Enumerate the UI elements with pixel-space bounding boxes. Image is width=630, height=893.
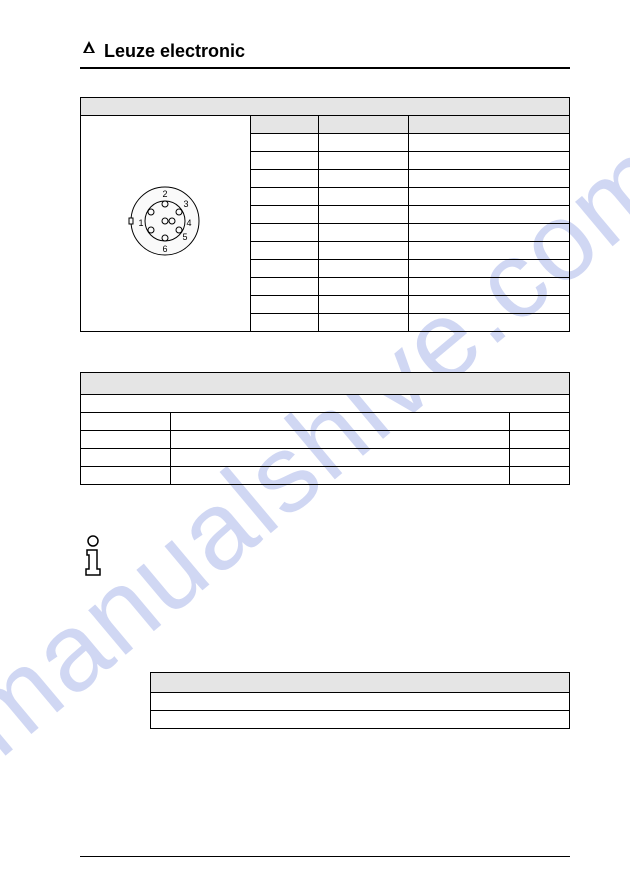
table-1: 2 3 4 5 6 1 [80, 97, 570, 332]
table-row [81, 395, 570, 413]
footer-divider [80, 856, 570, 857]
table-1-title [81, 98, 570, 116]
table-3-wrap [150, 672, 570, 729]
pin-2: 2 [162, 189, 167, 199]
table-row [81, 413, 570, 431]
table-1-wrap: 2 3 4 5 6 1 [80, 97, 570, 332]
page-content: Leuze electronic [0, 0, 630, 759]
pin-6: 6 [162, 244, 167, 254]
table-row [81, 431, 570, 449]
connector-diagram-cell: 2 3 4 5 6 1 [81, 116, 251, 332]
table-3-title [151, 673, 570, 693]
table-2 [80, 372, 570, 485]
table-2-title [81, 373, 570, 395]
connector-icon: 2 3 4 5 6 1 [118, 174, 213, 269]
pin-4: 4 [186, 218, 191, 228]
table-3 [150, 672, 570, 729]
table-row [81, 467, 570, 485]
table-1-hdr-c3 [319, 116, 409, 134]
info-icon [80, 535, 570, 582]
table-row [151, 693, 570, 711]
pin-3: 3 [183, 199, 188, 209]
table-1-hdr-c4 [409, 116, 570, 134]
table-1-hdr-c2 [251, 116, 319, 134]
brand-header: Leuze electronic [80, 40, 570, 69]
brand-name: Leuze electronic [104, 41, 245, 62]
pin-1: 1 [138, 218, 143, 228]
table-row [151, 711, 570, 729]
table-row [81, 449, 570, 467]
brand-logo-icon [80, 40, 98, 63]
pin-5: 5 [182, 232, 187, 242]
